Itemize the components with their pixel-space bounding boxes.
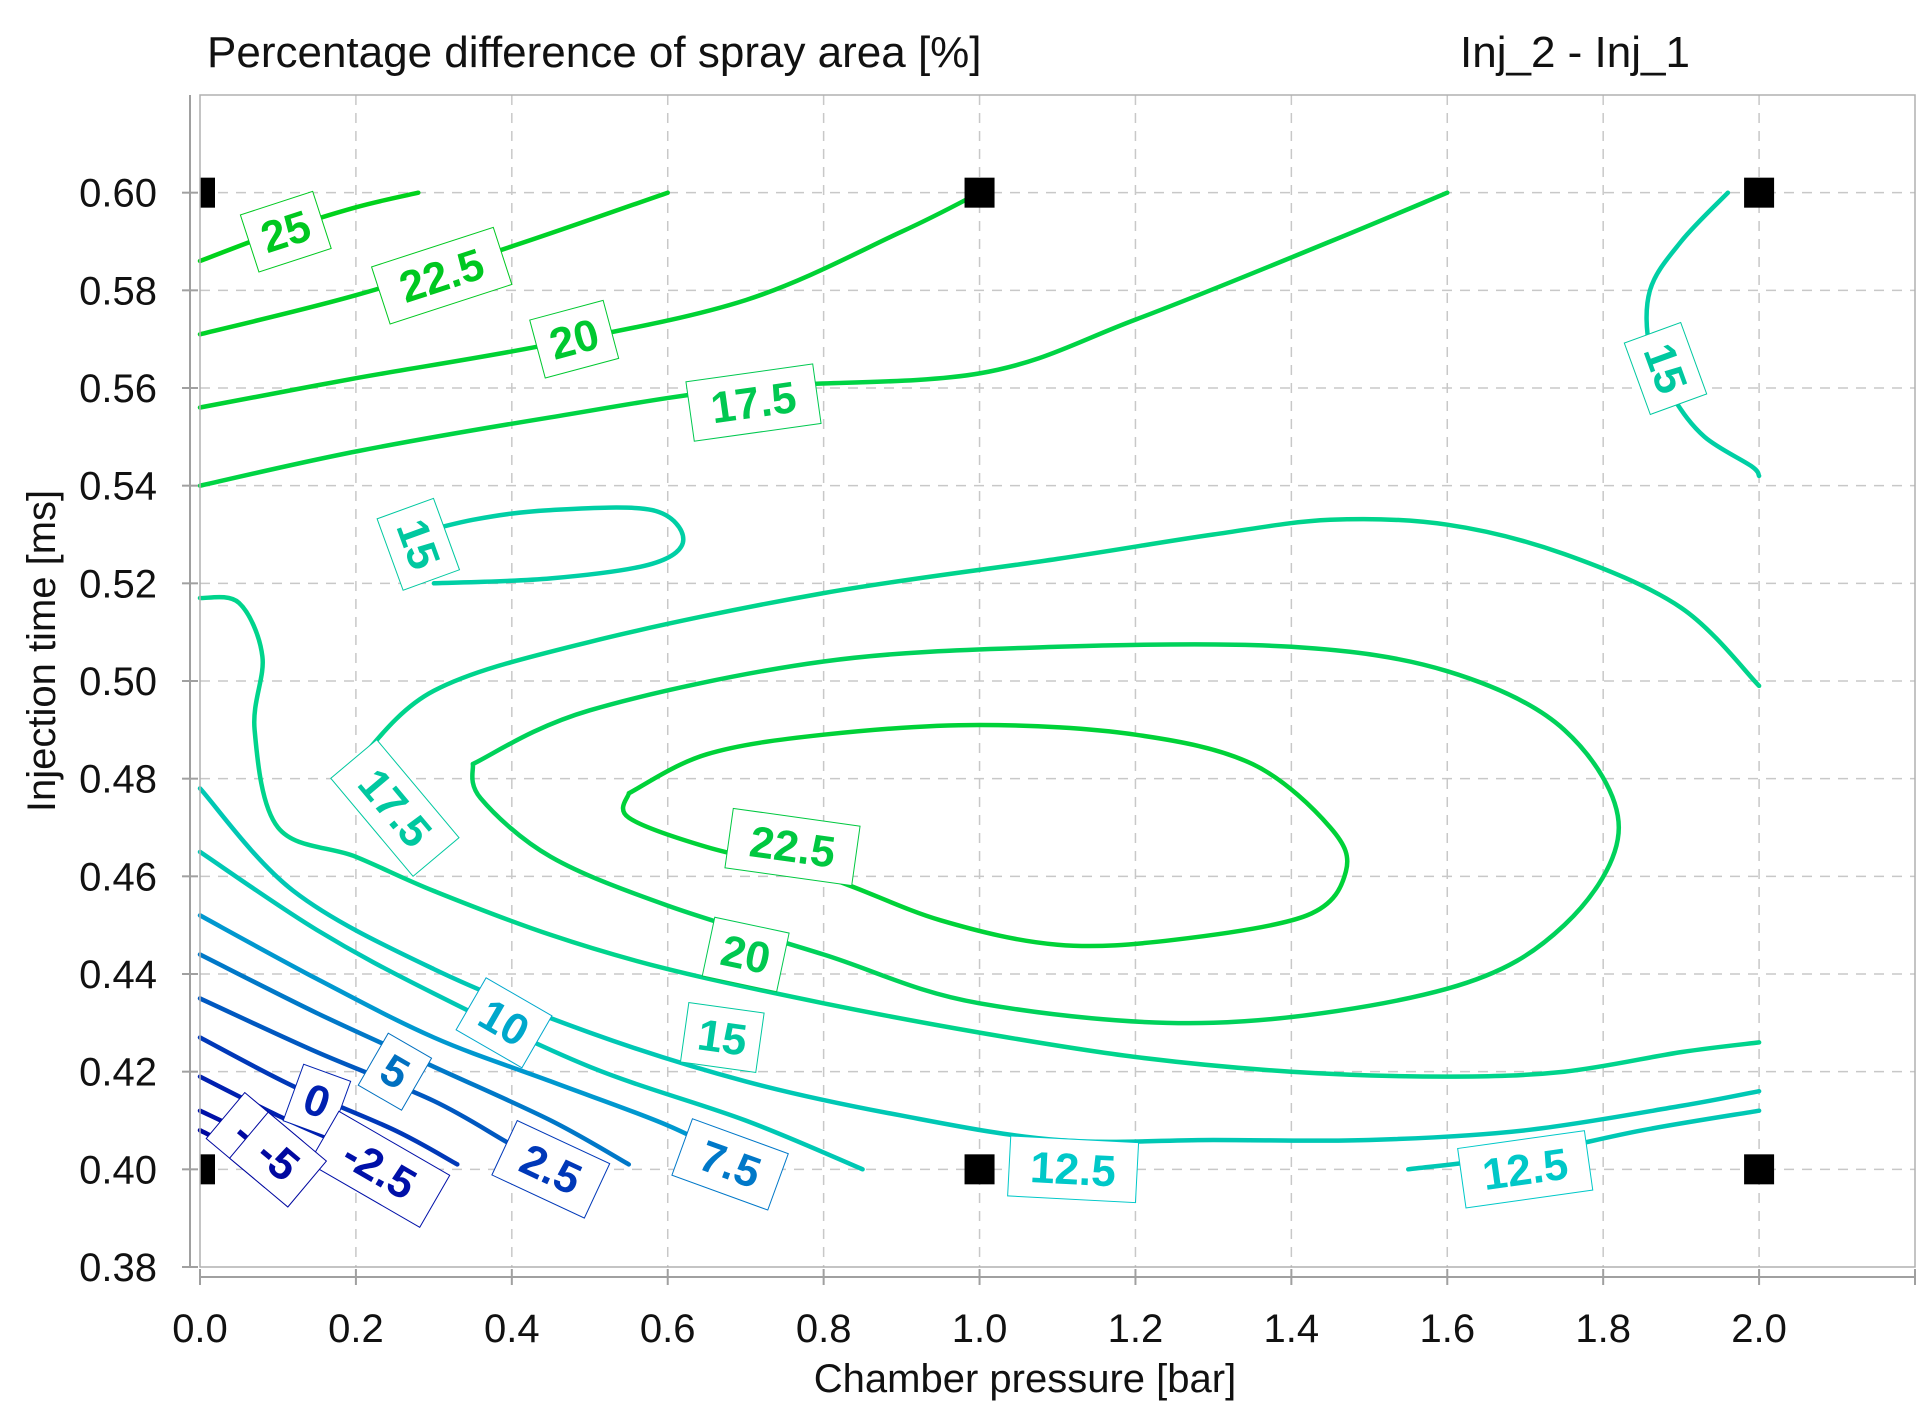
contour-label: -5 [228,1111,328,1208]
contour-label-box [1457,1130,1594,1209]
axes: 0.0 0.2 0.4 0.6 0.8 1.0 1.2 1.4 1.6 1.8 2.0 0.38 0.4… [20,94,1916,1401]
measurement-point-marker [964,1154,995,1185]
contour-line [197,594,1762,1079]
contour-label-box [701,916,790,993]
contour-label-box [228,1111,328,1208]
y-tick-label: 0.60 [79,172,157,216]
contour-label: -2.5 [308,1110,451,1228]
x-tick-label: 0.2 [328,1307,384,1351]
contour-label: 15 [376,497,461,591]
chart-title: Percentage difference of spray area [%] [207,28,982,77]
y-tick-label: 0.38 [79,1246,157,1290]
contour-label-box [529,299,620,379]
contour-label: 22.5 [370,226,513,325]
contour-line [353,516,1762,767]
y-tick-label: 0.50 [79,660,157,704]
y-tick-label: 0.44 [79,953,157,997]
y-axis-title: Injection time [ms] [20,490,64,812]
contour-label-box [455,977,553,1069]
contour-label-box [685,363,822,442]
plot-frame [199,94,1916,1268]
contour-label-box [671,1118,789,1211]
contour-label: 12.5 [1457,1130,1594,1209]
y-tick-label: 0.40 [79,1148,157,1192]
contour-line [197,786,1762,1145]
contour-label: 7.5 [671,1118,789,1211]
x-tick-label: 1.2 [1108,1307,1164,1351]
contour-line [197,952,632,1167]
contour-label-box [1007,1135,1140,1204]
y-tick-label: 0.58 [79,269,157,313]
contour-label-box [239,190,332,273]
contour-label-text: 15 [695,1010,750,1065]
contour-line [197,913,748,1167]
contour-label-text: 22.5 [394,240,491,313]
contour-label-box [370,226,513,325]
x-tick-label: 0.6 [640,1307,696,1351]
measurement-point-marker [1744,177,1775,208]
measurement-point-marker [964,177,995,208]
contour-line [470,642,1622,1026]
x-tick-label: 1.0 [952,1307,1008,1351]
contour-label: 12.5 [1007,1135,1140,1204]
contour-label-box [308,1110,451,1228]
x-tick-label: 0.4 [484,1307,540,1351]
contour-label: 25 [239,190,332,273]
contour-label-box [679,1001,765,1074]
y-tick-label: 0.54 [79,465,157,509]
contour-label-box [330,738,460,878]
contour-label-box [357,1032,433,1111]
contour-label: 5 [357,1032,433,1111]
contour-label: 22.5 [724,807,861,887]
contour-label: 2.5 [491,1119,611,1219]
y-tick-label: 0.56 [79,367,157,411]
contour-label-box [724,807,861,887]
contour-label-text: 17.5 [708,373,800,433]
contour-label: 20 [529,299,620,379]
contour-label-box [376,497,461,591]
measurement-point-marker [200,1154,215,1185]
contour-label-text: 12.5 [1029,1143,1117,1196]
contour-label-box [491,1119,611,1219]
x-tick-label: 1.8 [1575,1307,1631,1351]
contour-label-text: 22.5 [747,817,839,877]
x-tick-label: 1.6 [1419,1307,1475,1351]
contour-line [197,190,1450,488]
measurement-points [200,177,1775,1185]
contour-line [197,190,982,410]
x-tick-label: 1.4 [1264,1307,1320,1351]
grid-lines [200,95,1915,1267]
contour-label: 15 [679,1001,765,1074]
contour-label: 20 [701,916,790,993]
contour-label-box [1623,321,1708,416]
contour-label-text: 12.5 [1479,1140,1571,1200]
y-tick-label: 0.42 [79,1051,157,1095]
contour-label-text: 20 [544,310,604,370]
y-tick-label: 0.46 [79,855,157,899]
measurement-point-marker [1744,1154,1775,1185]
contour-label-text: 20 [717,926,775,984]
chart-subtitle: Inj_2 - Inj_1 [1460,28,1690,77]
y-tick-label: 0.48 [79,758,157,802]
contour-label: 17.5 [685,363,822,442]
contour-label: 15 [1623,321,1708,416]
x-tick-label: 0.0 [172,1307,228,1351]
contour-line [392,505,686,586]
x-tick-label: 0.8 [796,1307,852,1351]
y-tick-label: 0.52 [79,562,157,606]
x-axis-title: Chamber pressure [bar] [814,1357,1236,1401]
x-tick-label: 2.0 [1731,1307,1787,1351]
measurement-point-marker [200,177,215,208]
